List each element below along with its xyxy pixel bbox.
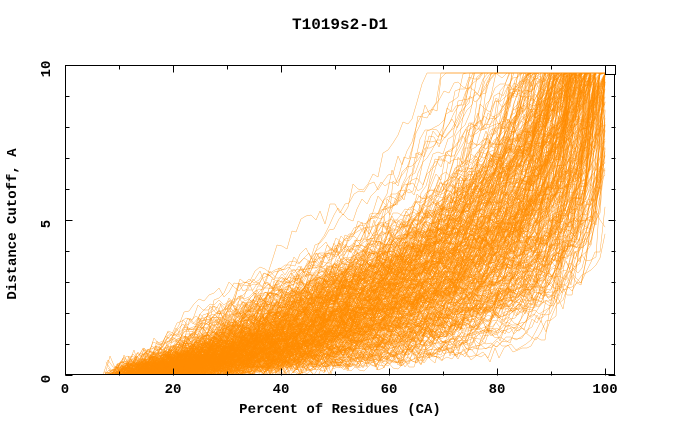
svg-text:T1019s2-D1: T1019s2-D1 — [292, 16, 388, 34]
svg-text:5: 5 — [39, 220, 55, 228]
svg-text:60: 60 — [381, 382, 398, 398]
svg-text:Percent of Residues (CA): Percent of Residues (CA) — [239, 402, 441, 418]
svg-text:40: 40 — [273, 382, 290, 398]
svg-text:100: 100 — [592, 382, 617, 398]
svg-text:0: 0 — [61, 382, 69, 398]
svg-text:0: 0 — [39, 375, 55, 383]
svg-text:80: 80 — [489, 382, 506, 398]
svg-text:10: 10 — [39, 61, 55, 78]
svg-text:Distance Cutoff, A: Distance Cutoff, A — [5, 148, 21, 300]
svg-text:20: 20 — [165, 382, 182, 398]
